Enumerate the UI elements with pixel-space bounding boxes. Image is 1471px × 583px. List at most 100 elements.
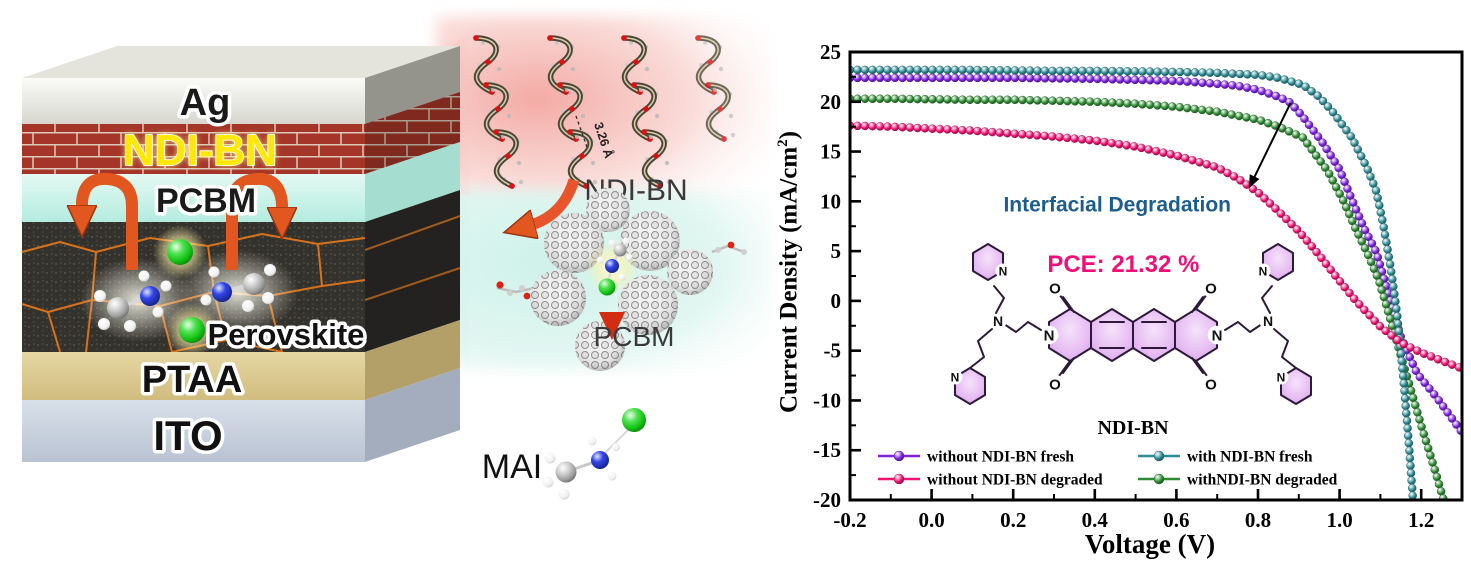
atom-mask [1273,369,1289,385]
data-point [1250,70,1260,79]
data-point [935,95,945,104]
trapped-mai-molecule [586,237,638,296]
data-point [1264,89,1274,98]
data-point [1216,165,1226,174]
data-point [1324,169,1334,179]
legend-item: withNDI-BN degraded [1138,472,1338,489]
data-point [1394,326,1404,336]
data-point [1383,245,1392,254]
data-point [1108,98,1117,107]
data-point [928,73,937,83]
ndi-bn-side-face [365,92,460,174]
data-point [1271,204,1280,213]
data-point [1138,100,1147,109]
data-point [883,122,892,131]
data-point [1234,111,1244,121]
data-point [1434,479,1444,489]
data-point [1407,483,1417,493]
bond [1261,285,1273,314]
data-point [973,65,982,75]
data-point [1032,131,1042,140]
data-point [928,95,937,104]
data-point [980,127,990,136]
data-point [1235,82,1244,91]
data-point [1417,422,1426,431]
data-point [1190,77,1200,87]
data-point [1386,267,1396,276]
legend-marker [893,473,905,485]
data-point [1260,194,1269,203]
data-point [1399,379,1409,388]
data-point [1182,103,1192,113]
y-tick-label: 5 [831,239,842,263]
data-point [1407,476,1416,485]
data-point [1055,66,1065,76]
data-point [1220,108,1229,118]
data-point [1443,408,1452,417]
legend-label: with NDI-BN fresh [1187,449,1313,466]
data-point [1354,230,1363,239]
data-point [1320,163,1330,172]
data-point [1160,67,1170,77]
bond [1191,357,1208,377]
data-point [1381,300,1391,309]
pcbm-side-face [365,142,460,222]
data-point [1360,225,1370,235]
data-point [1070,74,1080,83]
data-point [1197,105,1207,115]
data-point [1063,96,1072,106]
data-point [1313,91,1322,100]
data-point [980,95,990,105]
data-point [1063,74,1072,83]
data-point [868,65,877,75]
data-point [1153,67,1162,76]
perovskite-label: Perovskite [208,317,365,352]
data-point [1040,66,1050,76]
data-point [913,123,922,133]
data-point [988,95,997,105]
data-point [1040,131,1049,141]
atom-mask [1039,325,1059,345]
data-point [1100,98,1110,107]
data-point [1380,230,1390,239]
data-point [1387,331,1396,340]
perovskite-side-face [365,190,460,352]
bond [1191,293,1208,313]
data-point [1391,297,1400,306]
ptaa-side-face [365,320,460,400]
pcbm-label: PCBM [156,182,256,220]
data-point [1108,75,1117,84]
ito-layer [22,400,365,462]
data-point [1258,71,1267,80]
structure-name-label: NDI-BN [1097,417,1169,439]
data-point [1389,282,1398,291]
data-point [1130,75,1140,85]
atom-mask [1255,263,1271,279]
bond [1273,328,1297,369]
data-point [1419,429,1429,439]
legend-marker [1153,473,1165,485]
data-point [1220,69,1230,78]
data-point [958,125,967,135]
data-point [1107,138,1117,148]
data-point [1236,176,1245,185]
data-point [1383,307,1393,316]
data-point [1452,420,1461,429]
chart-annotations: Interfacial Degradation PCE: 21.32 % [1003,102,1292,278]
data-point [1287,219,1296,229]
legend-item: with NDI-BN fresh [1138,449,1313,466]
data-point [1195,158,1204,167]
data-point [920,65,930,75]
data-point [1423,443,1433,453]
data-point [1145,75,1155,85]
bond [1058,293,1075,313]
data-point [1242,113,1251,122]
data-point [1317,253,1326,263]
data-point [1070,134,1079,143]
data-point [1378,215,1387,225]
data-point [1447,414,1457,423]
data-point [1040,74,1050,83]
data-point [1213,68,1222,78]
data-point [1263,118,1273,128]
